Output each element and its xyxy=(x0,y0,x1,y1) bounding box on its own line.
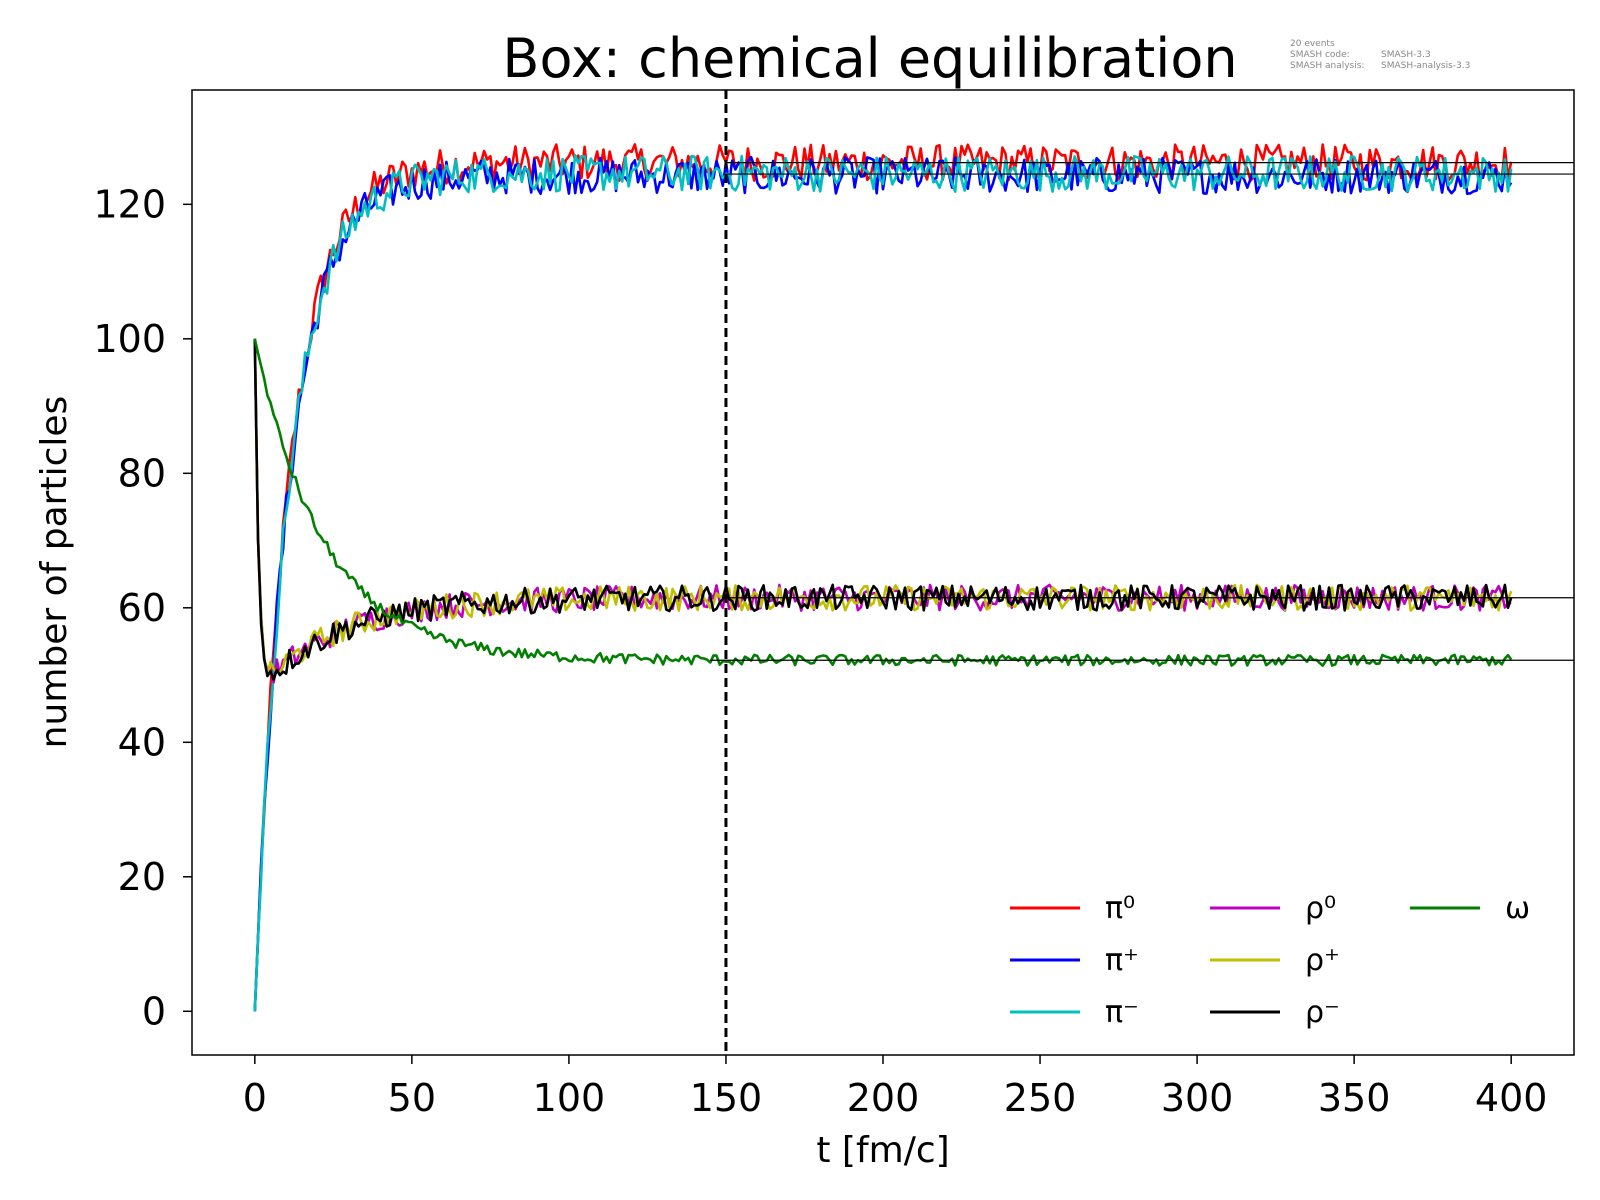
y-tick-label: 40 xyxy=(118,720,166,764)
legend-label-omega: ω xyxy=(1505,891,1530,926)
y-tick-label: 20 xyxy=(118,855,166,899)
legend-label-rhoplus: ρ⁺ xyxy=(1305,943,1340,978)
legend-label-piplus: π⁺ xyxy=(1105,943,1139,978)
series-line-omega xyxy=(253,338,1513,667)
legend-label-rhominus: ρ⁻ xyxy=(1305,995,1340,1030)
legend-label-pi0: π⁰ xyxy=(1105,891,1135,926)
y-tick-label: 60 xyxy=(118,586,166,630)
y-axis-label: number of particles xyxy=(34,396,75,749)
x-tick-label: 350 xyxy=(1318,1076,1391,1120)
x-axis-label: t [fm/c] xyxy=(816,1130,949,1171)
events-label: 20 events xyxy=(1290,39,1335,49)
x-tick-label: 150 xyxy=(690,1076,763,1120)
x-tick-label: 250 xyxy=(1004,1076,1077,1120)
series-line-rho0 xyxy=(253,338,1512,684)
equilibrium-lines xyxy=(710,162,1574,661)
y-tick-label: 100 xyxy=(93,317,166,361)
x-tick-label: 0 xyxy=(243,1076,267,1120)
legend: π⁰ π⁺ π⁻ ρ⁰ ρ⁺ ρ⁻ ω xyxy=(1010,891,1530,1030)
smash-code-value: SMASH-3.3 xyxy=(1381,50,1431,60)
series-line-pi0 xyxy=(253,143,1513,1012)
series-line-piplus xyxy=(253,155,1513,1012)
x-axis-ticks: 0 50 100 150 200 250 300 350 400 xyxy=(243,1055,1548,1120)
series-line-piminus xyxy=(253,154,1513,1012)
legend-label-rho0: ρ⁰ xyxy=(1305,891,1336,926)
legend-label-piminus: π⁻ xyxy=(1105,995,1139,1030)
series-layer xyxy=(253,143,1513,1012)
smash-analysis-value: SMASH-analysis-3.3 xyxy=(1381,61,1470,71)
chart-annotation: 20 events SMASH code: SMASH-3.3 SMASH an… xyxy=(1290,39,1470,71)
y-tick-label: 0 xyxy=(142,989,166,1033)
smash-analysis-label: SMASH analysis: xyxy=(1290,61,1364,71)
plot-frame xyxy=(191,89,1575,1056)
x-tick-label: 50 xyxy=(388,1076,436,1120)
series-line-rhoplus xyxy=(253,338,1513,676)
series-line-rhominus xyxy=(253,338,1513,681)
x-tick-label: 100 xyxy=(533,1076,606,1120)
x-tick-label: 200 xyxy=(847,1076,920,1120)
x-tick-label: 300 xyxy=(1161,1076,1234,1120)
x-tick-label: 400 xyxy=(1475,1076,1548,1120)
smash-code-label: SMASH code: xyxy=(1290,50,1350,60)
chart-title: Box: chemical equilibration xyxy=(502,27,1237,90)
y-tick-label: 80 xyxy=(118,451,166,495)
y-axis-ticks: 0 20 40 60 80 100 120 xyxy=(93,182,192,1033)
y-tick-label: 120 xyxy=(93,182,166,226)
